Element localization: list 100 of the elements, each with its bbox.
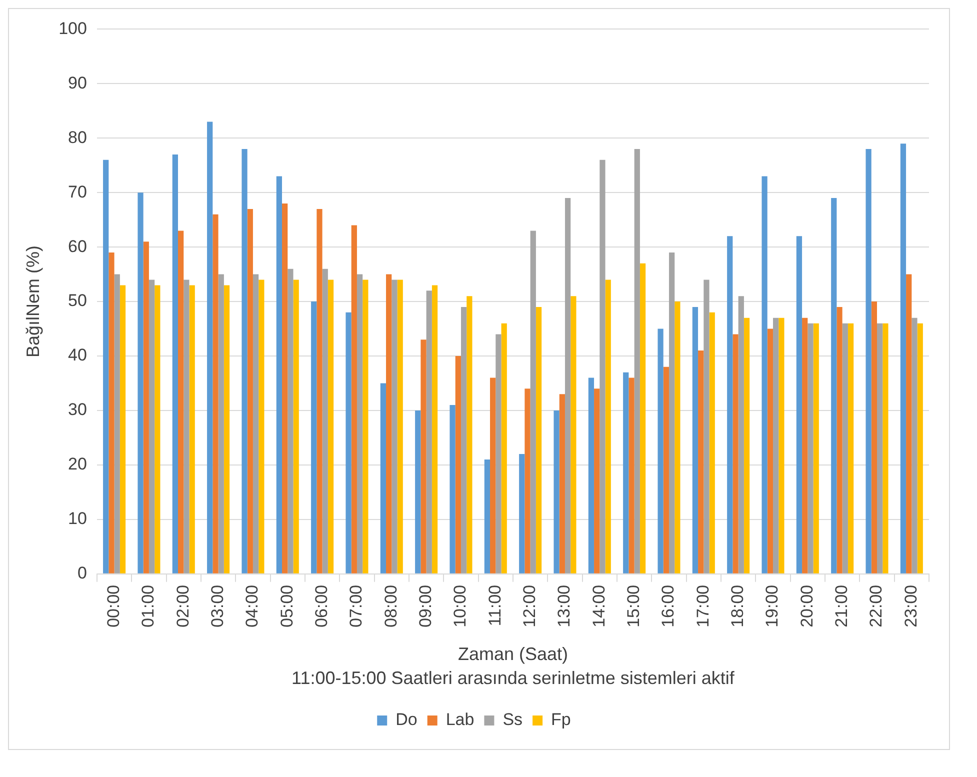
y-tick-label: 80: [68, 128, 87, 147]
x-tick-label: 07:00: [346, 584, 366, 628]
x-tick-label: 06:00: [312, 584, 331, 628]
x-tick-label: 14:00: [589, 584, 608, 628]
bar: [397, 280, 403, 574]
y-tick-label: 40: [68, 346, 87, 365]
x-tick-label: 12:00: [520, 584, 540, 628]
bar: [386, 274, 392, 574]
x-tick-label: 20:00: [797, 584, 816, 628]
x-tick-label: 05:00: [277, 584, 296, 628]
bar: [114, 274, 120, 574]
bar: [871, 302, 877, 574]
bar: [698, 350, 704, 574]
bar: [900, 144, 906, 574]
bar: [813, 323, 819, 574]
x-tick-label: 19:00: [762, 584, 782, 628]
bar: [322, 268, 328, 574]
bar: [380, 383, 386, 574]
bar: [415, 410, 421, 574]
bar: [432, 285, 438, 574]
y-tick-label: 0: [77, 564, 87, 583]
bar: [554, 410, 560, 574]
bar: [704, 280, 710, 574]
bar: [501, 323, 507, 574]
legend-label: Fp: [551, 710, 571, 730]
bar: [496, 334, 502, 574]
bar: [466, 296, 472, 574]
bar: [727, 236, 733, 574]
bar: [530, 230, 536, 574]
x-tick-label: 10:00: [450, 584, 470, 628]
bar: [362, 280, 368, 574]
bar: [640, 263, 646, 574]
x-tick-label: 18:00: [728, 584, 748, 628]
bar: [218, 274, 224, 574]
bar: [848, 323, 854, 574]
legend-label: Lab: [446, 710, 474, 730]
bar: [189, 285, 195, 574]
bar: [917, 323, 923, 574]
y-tick-label: 30: [68, 400, 87, 420]
bar: [138, 192, 144, 574]
bar: [692, 306, 698, 574]
bar: [258, 280, 264, 574]
x-tick-label: 00:00: [104, 584, 123, 628]
x-tick-label: 09:00: [416, 584, 435, 628]
bar: [293, 280, 299, 574]
bar: [316, 208, 322, 574]
bar: [426, 290, 432, 574]
x-tick-label: 08:00: [381, 584, 400, 628]
bar: [744, 318, 750, 574]
bar: [148, 280, 155, 574]
x-tick-label: 21:00: [832, 584, 852, 628]
bar: [351, 225, 357, 574]
bar: [912, 318, 918, 574]
bar: [536, 306, 542, 574]
y-tick-label: 70: [68, 182, 87, 202]
legend-label: Ss: [502, 710, 523, 730]
bar: [808, 323, 814, 574]
bar: [866, 149, 872, 574]
bar: [519, 454, 525, 574]
bar: [172, 154, 178, 574]
bar: [490, 378, 496, 574]
x-tick-label: 17:00: [693, 584, 712, 628]
bar: [762, 176, 768, 574]
x-tick-label: 22:00: [866, 584, 886, 628]
bar: [570, 296, 576, 574]
bar: [346, 312, 352, 574]
bar: [143, 242, 149, 574]
bar: [252, 274, 259, 574]
bar: [732, 334, 738, 574]
bar: [802, 318, 808, 574]
x-tick-label: 16:00: [658, 584, 678, 628]
bar: [356, 274, 363, 574]
bar: [594, 388, 600, 574]
bar: [450, 405, 456, 574]
bar: [796, 236, 802, 574]
y-tick-label: 10: [68, 509, 87, 528]
bar: [178, 230, 184, 574]
x-tick-label: 03:00: [208, 584, 227, 628]
bar: [154, 285, 160, 574]
bar: [108, 252, 114, 574]
bar: [460, 306, 467, 574]
bar: [184, 280, 190, 574]
bar: [831, 198, 837, 574]
bar: [663, 366, 669, 574]
bar: [524, 388, 530, 574]
bar: [906, 274, 912, 574]
bar: [877, 323, 883, 574]
bar: [600, 160, 606, 574]
bar: [276, 176, 282, 574]
y-tick-label: 60: [68, 236, 87, 256]
bar: [772, 318, 779, 574]
x-tick-label: 01:00: [138, 584, 158, 628]
bar: [484, 459, 490, 574]
bar: [242, 149, 248, 574]
y-tick-label: 100: [58, 18, 87, 38]
bar: [392, 280, 398, 574]
bar: [564, 198, 571, 574]
bar: [634, 149, 640, 574]
x-tick-label: 04:00: [242, 584, 262, 628]
bar: [559, 394, 565, 574]
